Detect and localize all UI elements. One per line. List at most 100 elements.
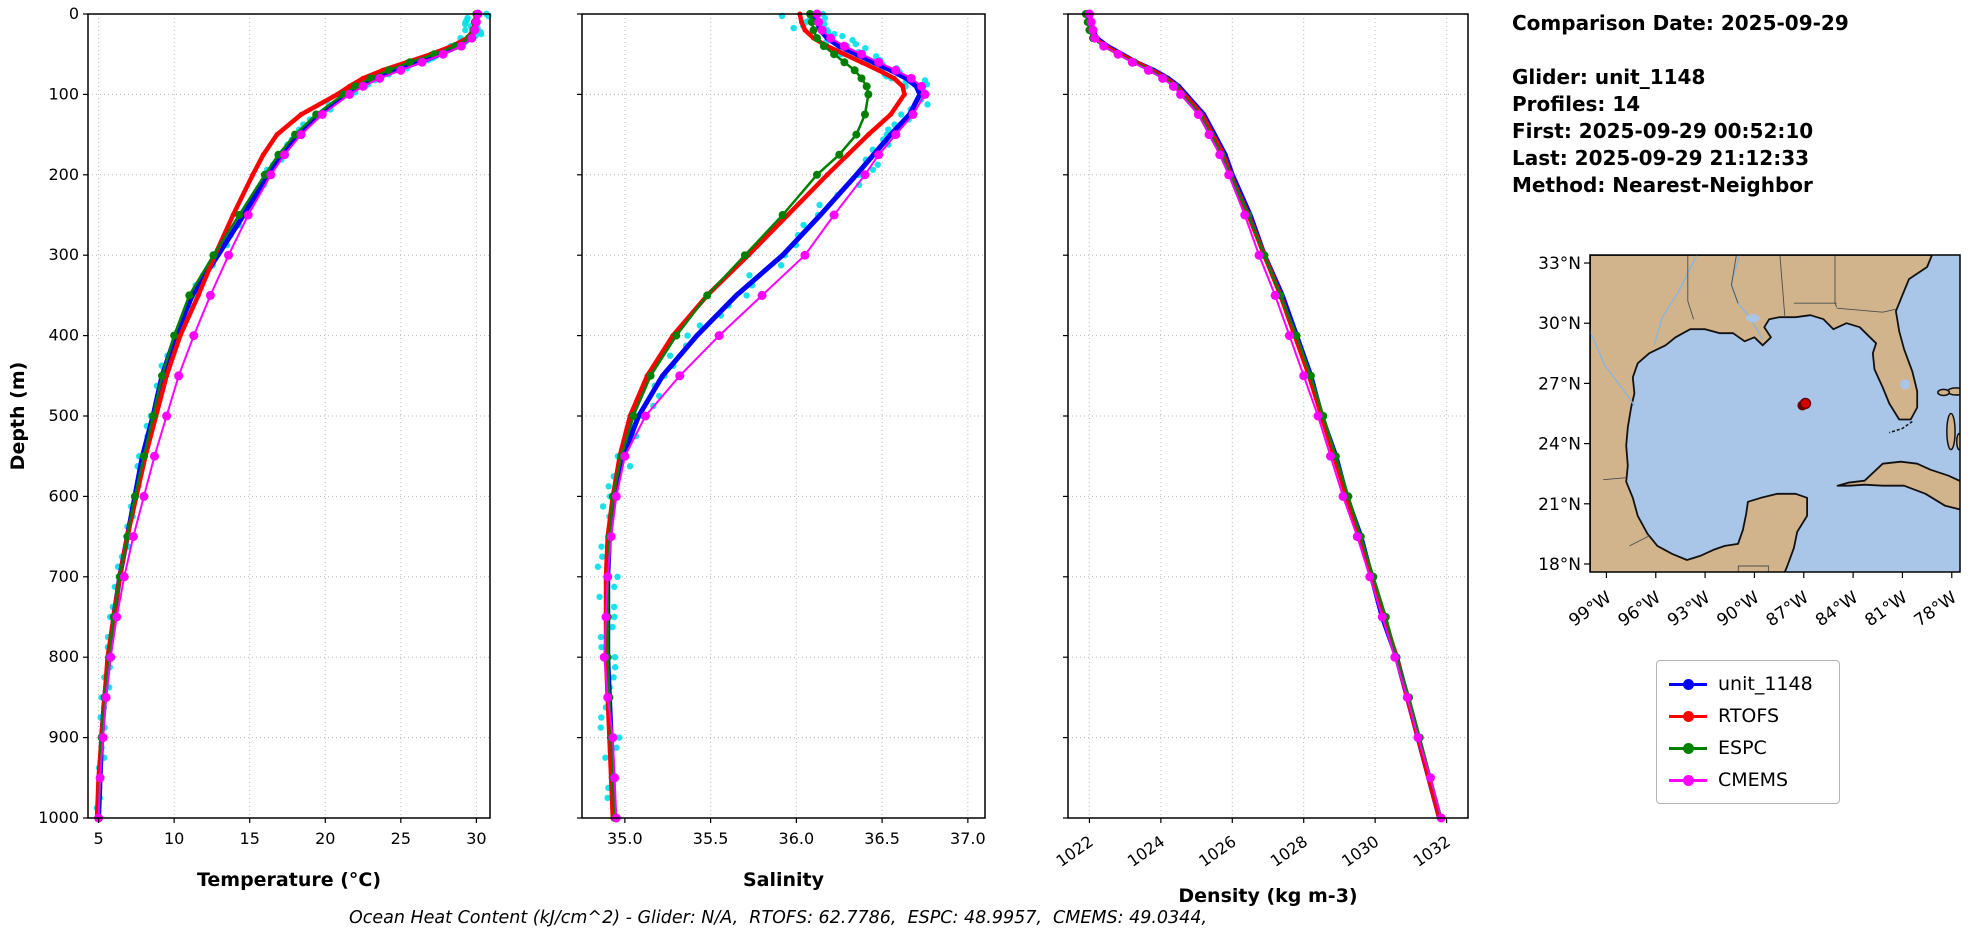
svg-text:1032: 1032 [1410, 832, 1454, 871]
x-axis-label: Temperature (°C) [197, 869, 381, 891]
legend-line-marker [1669, 710, 1707, 722]
svg-text:1024: 1024 [1124, 832, 1168, 871]
glider-raw-points [594, 10, 931, 812]
map-lat-tick: 30°N [1538, 314, 1581, 334]
border-line [1779, 255, 1786, 318]
svg-text:1028: 1028 [1267, 832, 1311, 871]
glider-name: Glider: unit_1148 [1512, 65, 1706, 89]
info-spacer [1512, 37, 1849, 64]
legend-line-marker [1669, 678, 1707, 690]
svg-text:0: 0 [69, 4, 79, 23]
x-axis-label: Salinity [743, 869, 825, 891]
density-profile: 1022 1024 1026 1028 1030 1032 Density (kg m-3) [1052, 9, 1469, 907]
river-line [1730, 255, 1764, 340]
svg-text:600: 600 [48, 486, 79, 505]
legend-line-marker [1669, 742, 1707, 754]
map-lat-tick: 21°N [1538, 495, 1581, 515]
map-lon-tick: 90°W [1713, 588, 1763, 631]
svg-text:15: 15 [240, 829, 260, 848]
legend-line-marker [1669, 774, 1707, 786]
legend: unit_1148 RTOFS ESPC CMEMS [1656, 660, 1840, 804]
legend-item-RTOFS: RTOFS [1669, 705, 1813, 727]
border-line [1687, 255, 1695, 320]
location-map: 33°N 30°N 27°N 24°N 21°N 18°N 99°W 96°W 93°W 90°W… [1538, 254, 1961, 631]
interp-method: Method: Nearest-Neighbor [1512, 173, 1813, 197]
legend-label: unit_1148 [1718, 673, 1813, 695]
info-panel: Comparison Date: 2025-09-29 Glider: unit… [1512, 10, 1849, 199]
svg-text:5: 5 [93, 829, 103, 848]
svg-text:37.0: 37.0 [950, 829, 986, 848]
glider-position-marker [1799, 397, 1812, 410]
svg-text:20: 20 [315, 829, 335, 848]
map-lon-tick: 93°W [1664, 588, 1714, 631]
x-axis-label: Density (kg m-3) [1178, 885, 1357, 907]
svg-text:900: 900 [48, 728, 79, 747]
florida-keys [1889, 420, 1913, 434]
svg-text:1022: 1022 [1052, 832, 1096, 871]
series-CMEMS [94, 9, 483, 823]
y-axis-label: Depth (m) [7, 362, 29, 471]
bahamas-island [1946, 387, 1960, 396]
profiles-count: Profiles: 14 [1512, 92, 1641, 116]
svg-text:35.5: 35.5 [693, 829, 729, 848]
svg-text:700: 700 [48, 567, 79, 586]
svg-text:100: 100 [48, 84, 79, 103]
svg-text:36.5: 36.5 [864, 829, 900, 848]
border-line [1629, 535, 1650, 547]
svg-text:35.0: 35.0 [607, 829, 643, 848]
svg-text:400: 400 [48, 326, 79, 345]
legend-item-ESPC: ESPC [1669, 737, 1813, 759]
map-lat-tick: 27°N [1538, 374, 1581, 394]
svg-text:10: 10 [164, 829, 184, 848]
mainland-landmass [1590, 255, 1933, 572]
svg-text:200: 200 [48, 165, 79, 184]
border-line [1730, 255, 1739, 304]
ocean-heat-content-note: Ocean Heat Content (kJ/cm^2) - Glider: N… [348, 908, 1208, 928]
svg-text:36.0: 36.0 [779, 829, 815, 848]
map-area [1590, 255, 1960, 572]
map-lat-tick: 24°N [1538, 435, 1581, 455]
map-lat-tick: 33°N [1538, 254, 1581, 274]
lake-pontchartrain [1745, 314, 1760, 323]
svg-text:300: 300 [48, 245, 79, 264]
border-line [1836, 307, 1896, 313]
legend-label: CMEMS [1718, 769, 1789, 791]
border-line [1603, 477, 1627, 481]
cuba-island [1836, 460, 1960, 511]
map-lon-tick: 84°W [1812, 588, 1862, 631]
river-line [1590, 330, 1635, 406]
salinity-profile: 35.0 35.5 36.0 36.5 37.0 Salinity [577, 9, 986, 891]
comparison-date: Comparison Date: 2025-09-29 [1512, 11, 1849, 35]
svg-text:500: 500 [48, 406, 79, 425]
map-lat-tick: 18°N [1538, 555, 1581, 575]
svg-text:1000: 1000 [38, 808, 79, 827]
svg-text:800: 800 [48, 647, 79, 666]
first-profile-time: First: 2025-09-29 00:52:10 [1512, 119, 1814, 143]
lake-okeechobee [1899, 379, 1910, 390]
bahamas-island [1946, 412, 1956, 451]
last-profile-time: Last: 2025-09-29 21:12:33 [1512, 146, 1810, 170]
bahamas-island [1937, 388, 1951, 397]
legend-label: RTOFS [1718, 705, 1780, 727]
svg-text:1026: 1026 [1195, 832, 1239, 871]
legend-label: ESPC [1718, 737, 1767, 759]
border-line [1737, 565, 1769, 572]
svg-text:25: 25 [391, 829, 411, 848]
svg-text:30: 30 [466, 829, 486, 848]
map-frame [1589, 254, 1961, 573]
series-ESPC [94, 10, 481, 822]
legend-item-CMEMS: CMEMS [1669, 769, 1813, 791]
series-CMEMS [1084, 9, 1446, 823]
bahamas-island [1955, 432, 1960, 451]
series-CMEMS [599, 9, 930, 823]
map-lon-tick: 99°W [1565, 588, 1615, 631]
map-lon-tick: 78°W [1911, 588, 1961, 631]
map-lon-tick: 81°W [1861, 588, 1911, 631]
svg-text:1030: 1030 [1338, 832, 1382, 871]
map-lon-tick: 87°W [1763, 588, 1813, 631]
temperature-profile: 5 10 15 20 25 3001002003004005006007008009001… [7, 4, 492, 891]
legend-item-unit_1148: unit_1148 [1669, 673, 1813, 695]
map-lon-tick: 96°W [1615, 588, 1665, 631]
